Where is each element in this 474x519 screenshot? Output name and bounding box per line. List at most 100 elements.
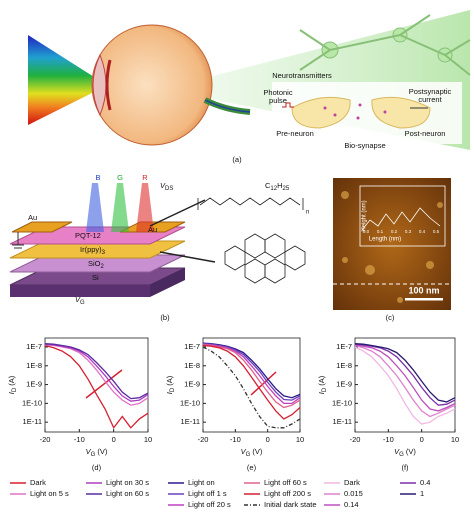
x-tick-label: -20 bbox=[198, 435, 209, 444]
y-axis-label: D bbox=[12, 387, 18, 392]
y-tick-label: 1E-7 bbox=[184, 342, 200, 351]
inset-tick: 0.4 bbox=[419, 229, 426, 234]
series-line bbox=[354, 344, 456, 412]
panel-label: (d) bbox=[92, 463, 102, 472]
series-line bbox=[202, 344, 301, 409]
cornea bbox=[92, 53, 107, 117]
label: PQT-12 bbox=[75, 231, 101, 240]
x-axis-label: VG (V) bbox=[241, 447, 263, 458]
x-axis-label: V bbox=[86, 447, 92, 456]
inset-tick: 0.2 bbox=[391, 229, 398, 234]
device bbox=[9, 183, 306, 297]
y-axis-label: I bbox=[317, 392, 326, 394]
plot-frame bbox=[354, 337, 456, 433]
x-tick-label: 0 bbox=[112, 435, 116, 444]
label: VG bbox=[75, 295, 85, 306]
y-tick-label: 1E-11 bbox=[23, 417, 42, 426]
x-axis-label: G bbox=[91, 452, 96, 458]
legend-label: 0.015 bbox=[344, 489, 363, 498]
label: Pre-neuron bbox=[276, 129, 314, 138]
eyeball bbox=[91, 24, 213, 146]
y-axis-label: ID(A) bbox=[7, 375, 18, 394]
y-axis-label: (A) bbox=[7, 375, 16, 386]
label: n bbox=[306, 210, 309, 216]
label: R bbox=[142, 173, 148, 182]
label: Ir(ppy)3 bbox=[80, 245, 106, 256]
y-tick-label: 1E-11 bbox=[333, 417, 352, 426]
label: Si bbox=[92, 273, 99, 282]
panel-label: (c) bbox=[386, 313, 395, 322]
legend-label: Light off 200 s bbox=[264, 489, 311, 498]
series-line bbox=[202, 343, 301, 405]
y-tick-label: 1E-10 bbox=[332, 398, 352, 407]
series-line bbox=[202, 346, 301, 429]
series-line bbox=[354, 343, 456, 406]
trend-arrow bbox=[250, 371, 277, 396]
panel-label: (e) bbox=[247, 463, 257, 472]
x-tick-label: 10 bbox=[296, 435, 304, 444]
panel-label: (f) bbox=[401, 463, 409, 472]
label: pulse bbox=[269, 96, 287, 105]
y-tick-label: 1E-7 bbox=[26, 342, 42, 351]
label: Au bbox=[148, 225, 157, 234]
plot-frame bbox=[44, 337, 149, 433]
legend-label: Initial dark state bbox=[264, 500, 317, 509]
label: SiO2 bbox=[88, 259, 105, 270]
label: C bbox=[265, 181, 271, 190]
label: V bbox=[160, 181, 166, 190]
series-line bbox=[44, 343, 149, 402]
x-tick-label: -20 bbox=[350, 435, 361, 444]
label: C12H25 bbox=[265, 181, 290, 192]
y-tick-label: 1E-8 bbox=[26, 361, 42, 370]
lens bbox=[105, 59, 112, 111]
label: Neurotransmitters bbox=[272, 71, 332, 80]
x-axis-label: (V) bbox=[97, 447, 108, 456]
legend-label: 0.14 bbox=[344, 500, 359, 509]
series-line bbox=[354, 343, 456, 403]
y-tick-label: 1E-10 bbox=[180, 398, 200, 407]
scale-bar-label: 100 nm bbox=[408, 285, 439, 295]
label: Bio-synapse bbox=[344, 141, 385, 150]
panel-label: (a) bbox=[232, 155, 242, 164]
series-line bbox=[202, 343, 301, 401]
afm-image bbox=[333, 178, 451, 310]
y-tick-label: 1E-8 bbox=[336, 361, 352, 370]
y-axis-label: (A) bbox=[317, 375, 326, 386]
x-axis-label: V bbox=[394, 447, 400, 456]
series-line bbox=[44, 344, 149, 430]
x-tick-label: 0 bbox=[266, 435, 270, 444]
legend-label: 1 bbox=[420, 489, 424, 498]
legend-label: Dark bbox=[344, 478, 360, 487]
trend-arrow bbox=[85, 369, 123, 399]
legend-label: Light off 1 s bbox=[188, 489, 227, 498]
label: Au bbox=[28, 213, 37, 222]
x-tick-label: -10 bbox=[383, 435, 394, 444]
x-tick-label: 10 bbox=[144, 435, 152, 444]
y-tick-label: 1E-9 bbox=[26, 380, 42, 389]
y-tick-label: 1E-7 bbox=[336, 342, 352, 351]
x-axis-label: (V) bbox=[252, 447, 263, 456]
x-axis-label: VG (V) bbox=[86, 447, 108, 458]
inset-tick: 0.3 bbox=[405, 229, 412, 234]
series-line bbox=[44, 343, 149, 400]
label: Photonic bbox=[263, 88, 292, 97]
x-axis-label: VG (V) bbox=[394, 447, 416, 458]
legend-label: Light on 30 s bbox=[106, 478, 149, 487]
series-line bbox=[354, 344, 456, 418]
x-tick-label: 10 bbox=[451, 435, 459, 444]
y-tick-label: 1E-8 bbox=[184, 361, 200, 370]
y-axis-label: (A) bbox=[165, 375, 174, 386]
label: VDS bbox=[160, 181, 173, 192]
x-axis-label: V bbox=[241, 447, 247, 456]
synapse bbox=[272, 82, 462, 144]
legend-label: 0.4 bbox=[420, 478, 430, 487]
x-axis-label: G bbox=[246, 452, 251, 458]
x-tick-label: -10 bbox=[74, 435, 85, 444]
inset-ticks: 0.0 0.1 0.2 0.3 0.4 0.5 bbox=[363, 229, 440, 234]
label: Postsynaptic bbox=[409, 87, 452, 96]
label: Height (nm) bbox=[362, 200, 368, 231]
label: 12 bbox=[270, 186, 277, 192]
series-line bbox=[202, 342, 301, 399]
y-axis-label: I bbox=[7, 392, 16, 394]
